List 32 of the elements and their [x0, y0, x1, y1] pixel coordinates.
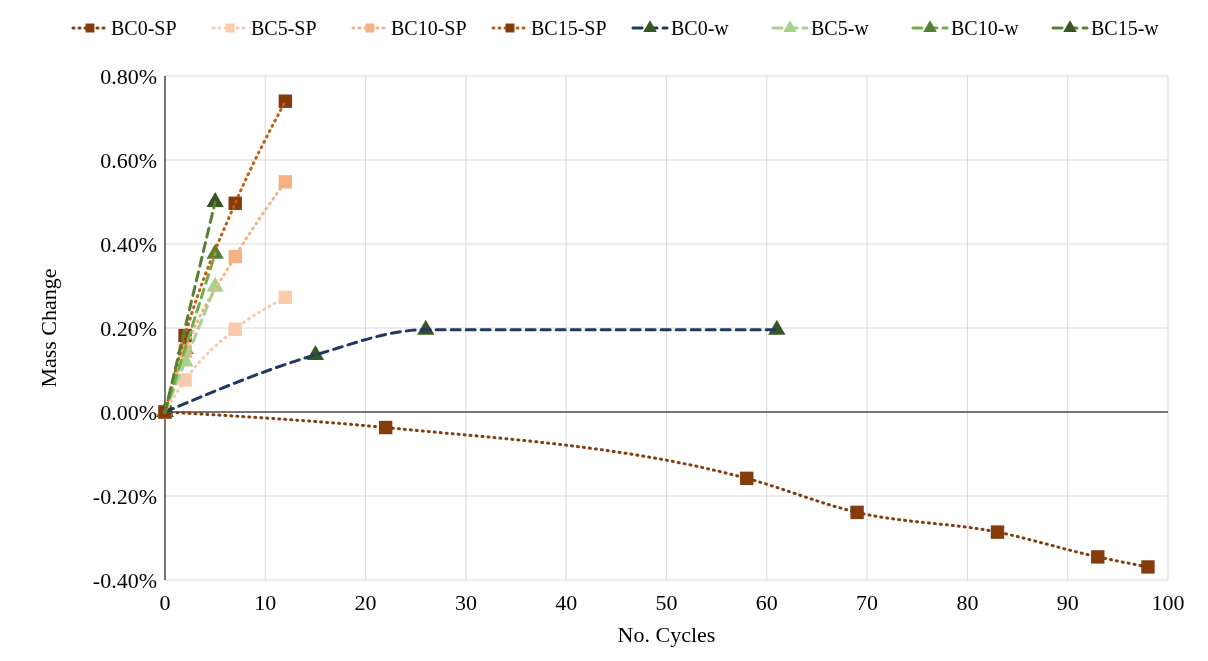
x-tick-label: 60: [755, 590, 778, 615]
y-tick-label: 0.60%: [100, 147, 157, 173]
point: [278, 94, 293, 108]
legend-label: BC10-SP: [391, 17, 467, 39]
legend-label: BC0-SP: [111, 17, 177, 39]
x-axis-title: No. Cycles: [617, 622, 716, 647]
y-tick-label: 0.20%: [100, 315, 157, 341]
legend-label: BC5-SP: [251, 17, 317, 39]
x-tick-label: 80: [956, 590, 979, 615]
y-tick-label: -0.40%: [92, 567, 157, 593]
legend-label: BC5-w: [811, 17, 870, 39]
x-tick-label: 70: [856, 590, 879, 615]
y-tick-label: -0.20%: [92, 483, 157, 509]
x-tick-label: 100: [1151, 590, 1185, 615]
legend-label: BC15-SP: [531, 17, 607, 39]
legend-label: BC10-w: [951, 17, 1020, 39]
y-tick-label: 0.40%: [100, 231, 157, 257]
x-tick-label: 20: [354, 590, 377, 615]
point: [278, 175, 293, 189]
x-tick-label: 90: [1056, 590, 1079, 615]
x-tick-label: 50: [655, 590, 678, 615]
legend-label: BC0-w: [671, 17, 730, 39]
y-tick-label: 0.00%: [100, 399, 157, 425]
x-tick-label: 30: [454, 590, 477, 615]
legend-label: BC15-w: [1091, 17, 1160, 39]
x-tick-label: 10: [254, 590, 277, 615]
point: [1141, 560, 1155, 574]
y-tick-label: 0.80%: [100, 63, 157, 89]
point: [990, 525, 1005, 539]
x-tick-label: 40: [555, 590, 578, 615]
y-axis-title: Mass Change: [36, 268, 61, 388]
x-tick-label: 0: [159, 590, 171, 615]
